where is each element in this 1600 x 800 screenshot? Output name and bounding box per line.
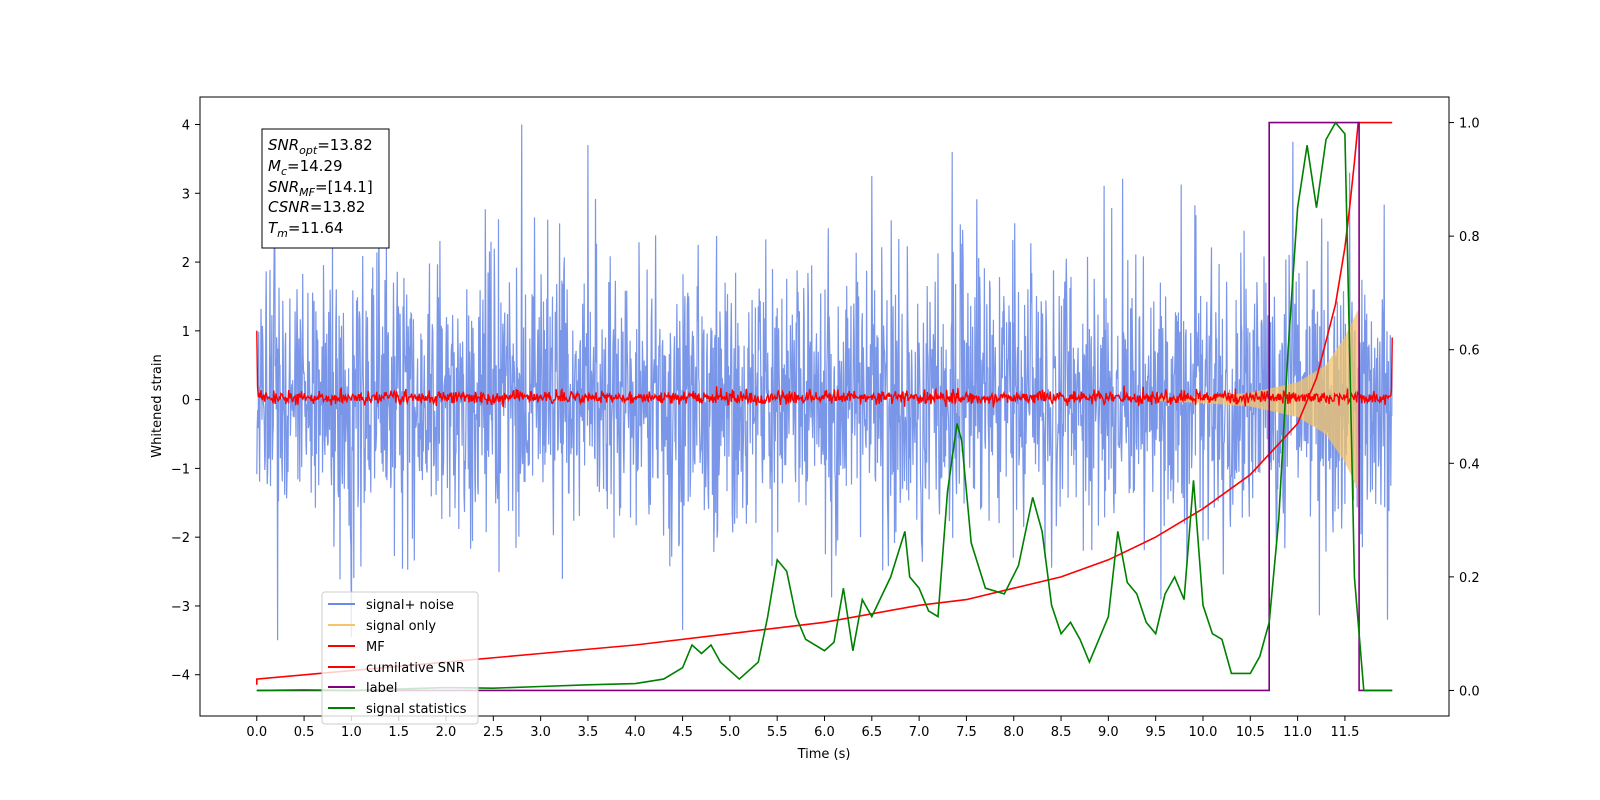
legend: signal+ noise signal only MF cumilative … [321, 591, 479, 725]
y2-tick-label: 0.4 [1459, 457, 1480, 472]
info-snr-opt-value: =13.82 [317, 136, 373, 154]
x-tick-label: 4.5 [672, 725, 693, 740]
y-tick-label: −2 [171, 531, 190, 546]
x-tick-label: 2.5 [483, 725, 504, 740]
y-tick-label: −3 [171, 600, 190, 615]
legend-label-signal-only: signal only [366, 619, 436, 634]
x-tick-label: 1.5 [388, 725, 409, 740]
x-tick-label: 6.0 [814, 725, 835, 740]
info-chirp-mass-value: =14.29 [287, 157, 343, 175]
x-tick-label: 10.0 [1189, 725, 1218, 740]
x-tick-label: 11.0 [1283, 725, 1312, 740]
series-signal-statistics [256, 121, 1393, 692]
x-tick-label: 5.5 [767, 725, 788, 740]
y2-tick-label: 0.2 [1459, 571, 1480, 586]
x-tick-label: 2.0 [436, 725, 457, 740]
plot-area [256, 121, 1393, 692]
legend-label-signal-noise: signal+ noise [366, 598, 454, 613]
x-tick-label: 9.5 [1145, 725, 1166, 740]
x-tick-label: 3.5 [578, 725, 599, 740]
x-tick-label: 0.5 [294, 725, 315, 740]
info-chirp-mass-symbol: M [268, 157, 281, 175]
info-snr-mf-value: =[14.1] [315, 178, 373, 196]
legend-label-mf: MF [366, 640, 385, 655]
info-chirp-mass-subscript: c [281, 165, 287, 178]
info-merger-time-value: =11.64 [288, 219, 344, 237]
y-tick-label: 0 [182, 394, 190, 409]
info-box-frame [261, 128, 390, 249]
y-tick-label: −4 [171, 669, 190, 684]
y2-tick-label: 0.6 [1459, 344, 1480, 359]
legend-label-label: label [366, 681, 397, 696]
info-merger-time-subscript: m [277, 227, 288, 240]
x-tick-label: 8.0 [1003, 725, 1024, 740]
y-tick-label: 2 [182, 256, 190, 271]
info-merger-time-symbol: T [268, 219, 279, 237]
axis-ticks: 0.0 0.5 1.0 1.5 2.0 2.5 3.0 3.5 4.0 4.5 5.0 5.5 6.0 6… [171, 117, 1480, 740]
info-snr-mf: SNRMF=[14.1] [268, 178, 373, 199]
legend-label-signal-statistics: signal statistics [366, 702, 467, 717]
y-axis-label: Whitened strain [150, 354, 165, 457]
x-tick-label: 1.0 [341, 725, 362, 740]
x-tick-label: 3.0 [530, 725, 551, 740]
x-tick-label: 4.0 [625, 725, 646, 740]
y-tick-label: 3 [182, 187, 190, 202]
info-snr-opt: SNRopt=13.82 [268, 136, 373, 157]
info-csnr-symbol: CSNR [268, 198, 310, 216]
legend-label-cumulative-snr: cumilative SNR [366, 661, 465, 676]
y-tick-label: 4 [182, 119, 190, 134]
info-csnr-value: =13.82 [310, 198, 366, 216]
info-snr-mf-symbol: SNR [268, 178, 299, 196]
info-snr-opt-subscript: opt [299, 144, 318, 157]
series-signal-noise [256, 124, 1393, 641]
series-mf [256, 330, 1393, 408]
x-tick-label: 6.5 [861, 725, 882, 740]
x-tick-label: 8.5 [1051, 725, 1072, 740]
series-cumilative-snr [256, 121, 1393, 685]
x-tick-label: 0.0 [246, 725, 267, 740]
y2-tick-label: 0.8 [1459, 230, 1480, 245]
series-signal-only [1155, 310, 1359, 490]
x-tick-label: 9.0 [1098, 725, 1119, 740]
info-merger-time: Tm=11.64 [268, 219, 343, 240]
info-box: SNRopt=13.82 Mc=14.29 SNRMF=[14.1] CSNR=… [261, 128, 390, 249]
x-axis-label: Time (s) [797, 747, 851, 762]
x-tick-label: 11.5 [1330, 725, 1359, 740]
info-snr-mf-subscript: MF [299, 186, 315, 199]
legend-frame [321, 591, 479, 725]
y-tick-label: −1 [171, 462, 190, 477]
x-tick-label: 7.5 [956, 725, 977, 740]
y-tick-label: 1 [182, 325, 190, 340]
y2-tick-label: 1.0 [1459, 117, 1480, 132]
x-tick-label: 10.5 [1236, 725, 1265, 740]
x-tick-label: 7.0 [909, 725, 930, 740]
x-tick-label: 5.0 [720, 725, 741, 740]
y2-tick-label: 0.0 [1459, 684, 1480, 699]
info-csnr: CSNR=13.82 [268, 198, 365, 216]
info-snr-opt-symbol: SNR [268, 136, 299, 154]
info-chirp-mass: Mc=14.29 [268, 157, 343, 178]
